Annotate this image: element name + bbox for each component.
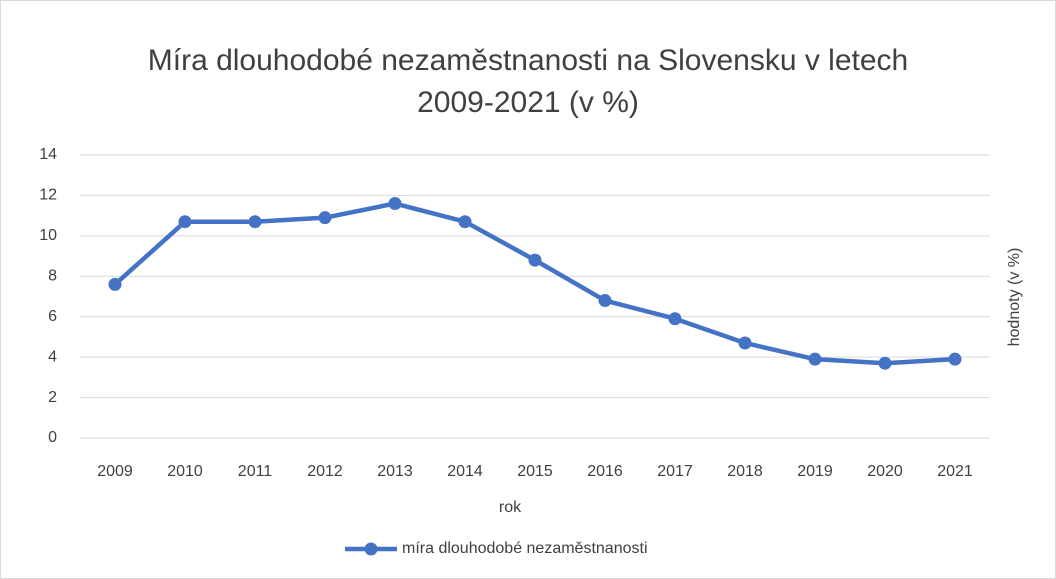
marker: [878, 356, 892, 370]
x-tick-label: 2017: [657, 463, 693, 480]
y-axis-label: hodnoty (v %): [1006, 248, 1023, 347]
x-tick-label: 2015: [517, 463, 553, 480]
x-tick-label: 2009: [97, 463, 133, 480]
y-tick-label: 0: [48, 429, 57, 446]
x-tick-label: 2010: [167, 463, 203, 480]
marker: [948, 352, 962, 366]
marker: [458, 215, 472, 229]
x-axis-label: rok: [499, 499, 522, 516]
x-tick-label: 2021: [937, 463, 973, 480]
marker: [248, 215, 262, 229]
y-tick-label: 2: [48, 389, 57, 406]
x-tick-label: 2014: [447, 463, 483, 480]
marker: [178, 215, 192, 229]
x-tick-label: 2012: [307, 463, 343, 480]
y-tick-label: 8: [48, 268, 57, 285]
legend-label: míra dlouhodobé nezaměstnanosti: [402, 540, 648, 557]
x-tick-label: 2020: [867, 463, 903, 480]
y-tick-label: 14: [39, 146, 57, 163]
marker: [388, 197, 402, 211]
marker: [598, 294, 612, 308]
x-tick-label: 2013: [377, 463, 413, 480]
marker: [808, 352, 822, 366]
y-tick-label: 6: [48, 308, 57, 325]
marker: [528, 253, 542, 267]
chart-title: Míra dlouhodobé nezaměstnanosti na Slove…: [147, 44, 909, 119]
x-tick-label: 2016: [587, 463, 623, 480]
y-tick-label: 4: [48, 348, 57, 365]
x-tick-label: 2018: [727, 463, 763, 480]
y-tick-label: 12: [39, 187, 57, 204]
marker: [318, 211, 332, 225]
legend-marker: [364, 542, 378, 556]
line: [113, 201, 956, 366]
x-tick-label: 2011: [238, 463, 273, 480]
marker: [738, 336, 752, 350]
marker: [108, 277, 122, 291]
marker: [668, 312, 682, 326]
x-tick-label: 2019: [797, 463, 833, 480]
y-tick-label: 10: [39, 227, 57, 244]
